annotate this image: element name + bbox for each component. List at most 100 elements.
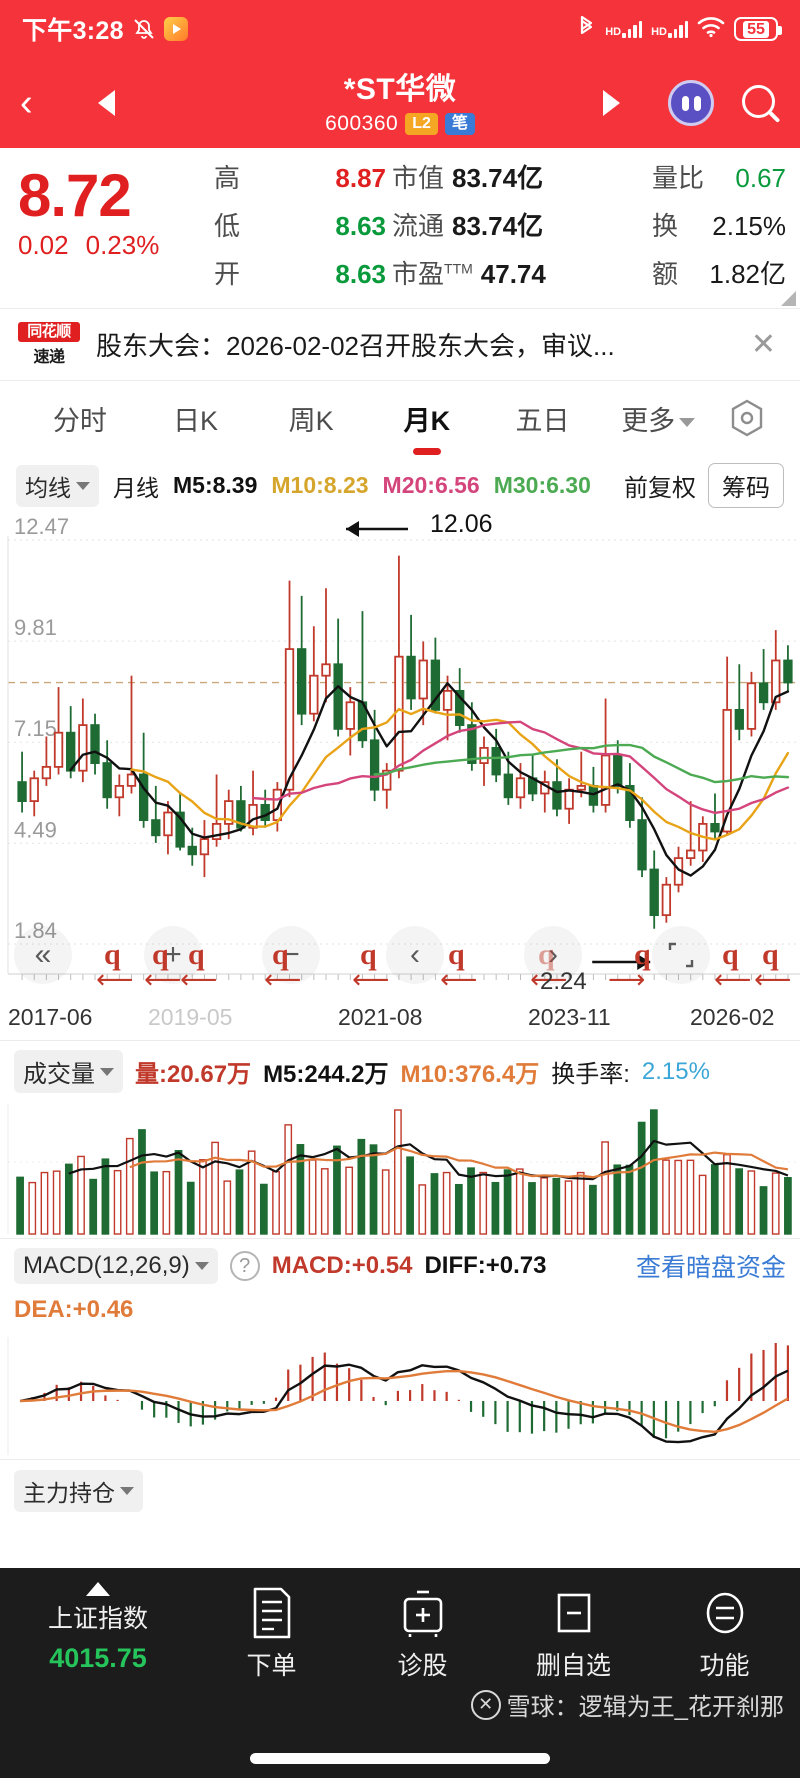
search-icon[interactable]	[740, 83, 780, 123]
chevron-down-icon	[679, 417, 696, 427]
q-marker[interactable]: q	[538, 938, 555, 971]
q-marker[interactable]: q	[722, 938, 739, 971]
tab-label: 月K	[403, 405, 451, 436]
macd-dropdown[interactable]: MACD(12,26,9)	[14, 1248, 218, 1284]
quote-stat-row: 高 8.87	[214, 158, 392, 206]
q-marker[interactable]: q	[152, 938, 169, 971]
volume-dropdown[interactable]: 成交量	[14, 1050, 123, 1093]
zoom-out-icon[interactable]: −	[262, 926, 320, 984]
quote-stat-row: 开 8.63	[214, 254, 392, 302]
fast-rewind-icon[interactable]: «	[14, 926, 72, 984]
tab-fenshi[interactable]: 分时	[22, 399, 138, 438]
ths-express-logo: 同花顺 速递	[18, 322, 80, 367]
ma-dropdown-label: 均线	[25, 474, 71, 501]
holdings-dropdown[interactable]: 主力持仓	[14, 1470, 143, 1512]
candlestick-chart[interactable]: 12.47 9.81 7.15 4.49 1.84 12.06 « + − ‹ › q …	[0, 510, 800, 995]
x-tick: 2019-05	[148, 1003, 233, 1030]
zoom-in-icon[interactable]: +	[144, 926, 202, 984]
peak-annotation-label: 12.06	[430, 510, 493, 538]
remove-watchlist-icon	[498, 1582, 649, 1644]
nav-label: 删自选	[535, 1652, 611, 1680]
macd-value: MACD:+0.54	[271, 1252, 413, 1279]
news-text[interactable]: 股东大会：2026-02-02召开股东大会，审议...	[96, 331, 615, 361]
chips-button[interactable]: 筹码	[708, 463, 784, 508]
stat-label: 流通	[392, 211, 445, 241]
ma-m30-value: M30:6.30	[493, 472, 591, 498]
svg-text:7.15: 7.15	[14, 716, 57, 741]
nav-remove-watchlist[interactable]: 删自选	[498, 1582, 649, 1682]
chevron-down-icon	[76, 481, 90, 490]
q-marker[interactable]: q	[360, 938, 377, 971]
step-right-icon[interactable]: ›	[524, 926, 582, 984]
q-arrow-icon: ⟵	[754, 964, 792, 994]
q-marker[interactable]: q	[188, 938, 205, 971]
q-marker[interactable]: q	[634, 938, 651, 971]
fullscreen-icon[interactable]	[652, 926, 710, 984]
q-marker[interactable]: q	[272, 938, 289, 971]
next-stock-icon[interactable]	[603, 90, 620, 116]
dea-value: DEA:+0.46	[14, 1296, 134, 1323]
macd-chart[interactable]	[0, 1329, 800, 1459]
ai-robot-icon[interactable]	[668, 80, 714, 126]
ma-dropdown[interactable]: 均线	[16, 464, 99, 507]
chevron-down-icon	[120, 1487, 134, 1495]
badge-bi[interactable]: 笔	[444, 113, 475, 135]
nav-order[interactable]: 下单	[196, 1582, 347, 1682]
dark-pool-link[interactable]: 查看暗盘资金	[635, 1254, 786, 1282]
price-block: 8.72 0.02 0.23%	[18, 158, 214, 261]
stat-label-text: 市盈	[392, 259, 445, 289]
tab-label: 周K	[288, 405, 334, 436]
status-time: 下午3:28	[22, 17, 124, 45]
order-form-icon	[196, 1582, 347, 1644]
tab-weekk[interactable]: 周K	[253, 399, 369, 438]
expand-corner-icon[interactable]	[781, 291, 796, 306]
stat-value: 83.74亿	[452, 211, 544, 241]
quote-col-hlo: 高 8.87 低 8.63 开 8.63	[214, 158, 392, 302]
close-icon[interactable]: ✕	[750, 328, 776, 361]
stat-value: 1.82亿	[709, 259, 786, 289]
xueqiu-icon: ✕	[470, 1689, 501, 1720]
volume-chart[interactable]	[0, 1098, 800, 1238]
step-left-icon[interactable]: ‹	[386, 926, 444, 984]
quote-stat-row: 市值 83.74亿	[392, 158, 652, 206]
chart-x-axis: 2017-06 2019-05 2021-08 2023-11 2026-02	[0, 994, 800, 1040]
q-marker[interactable]: q	[448, 938, 465, 971]
stat-value: 8.87	[335, 163, 386, 193]
back-chevron-icon[interactable]: ‹	[20, 82, 33, 124]
prev-stock-icon[interactable]	[98, 90, 115, 116]
volume-header: 成交量 量:20.67万 M5:244.2万 M10:376.4万 换手率: 2.…	[0, 1041, 800, 1098]
badge-l2[interactable]: L2	[405, 113, 438, 135]
nav-diagnose[interactable]: 诊股	[347, 1582, 498, 1682]
chart-settings-icon[interactable]	[716, 399, 778, 437]
index-value: 4015.75	[49, 1643, 147, 1673]
stat-value: 83.74亿	[452, 163, 544, 193]
q-marker[interactable]: q	[104, 938, 121, 971]
tab-fiveday[interactable]: 五日	[485, 399, 601, 438]
chart-tabs: 分时 日K 周K 月K 五日 更多	[0, 381, 800, 455]
news-banner[interactable]: 同花顺 速递 股东大会：2026-02-02召开股东大会，审议... ✕	[0, 309, 800, 381]
q-arrow-icon: ⟶	[608, 964, 646, 994]
functions-menu-icon	[649, 1582, 800, 1644]
quote-col-ratios: 量比 0.67 换 2.15% 额 1.82亿	[652, 158, 786, 302]
volume-ma10: M10:376.4万	[400, 1061, 540, 1088]
q-marker[interactable]: q	[762, 938, 779, 971]
svg-text:12.47: 12.47	[14, 514, 69, 539]
stat-label: 市值	[392, 163, 445, 193]
tab-monthk[interactable]: 月K	[369, 399, 485, 438]
holdings-bar: 主力持仓	[0, 1460, 800, 1524]
nav-functions[interactable]: 功能	[649, 1582, 800, 1682]
volume-current: 量:20.67万	[135, 1061, 252, 1088]
tab-more[interactable]: 更多	[600, 399, 716, 438]
quote-stat-row: 额 1.82亿	[652, 254, 786, 302]
nav-label: 功能	[699, 1652, 750, 1680]
ma-legend-bar: 均线 月线 M5:8.39 M10:8.23 M20:6.56 M30:6.30…	[0, 455, 800, 514]
help-icon[interactable]: ?	[229, 1251, 260, 1281]
adjust-mode-label[interactable]: 前复权	[624, 475, 696, 502]
svg-text:4.49: 4.49	[14, 817, 57, 842]
tab-label: 分时	[52, 405, 107, 436]
tab-dayk[interactable]: 日K	[138, 399, 254, 438]
divider	[0, 1040, 800, 1041]
stock-code: 600360	[325, 112, 399, 135]
index-widget[interactable]: 上证指数 4015.75	[0, 1582, 196, 1674]
ma-m5-value: M5:8.39	[173, 472, 258, 498]
